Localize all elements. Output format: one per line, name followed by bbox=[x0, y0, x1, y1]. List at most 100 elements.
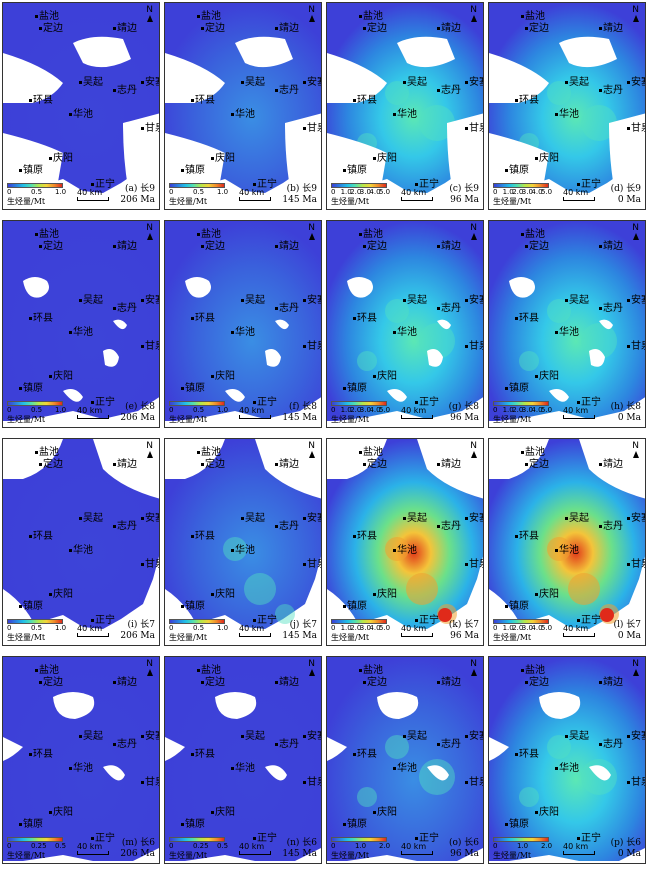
city-marker bbox=[253, 619, 256, 622]
legend-tick: 0 bbox=[169, 188, 174, 196]
panel-caption: (k) 长7 96 Ma bbox=[448, 620, 479, 641]
city-label: 靖边 bbox=[117, 241, 137, 252]
city-label: 安塞 bbox=[307, 295, 321, 306]
study-area-fill bbox=[489, 657, 645, 861]
city-label: 华池 bbox=[73, 545, 93, 556]
north-arrow-icon: N bbox=[308, 5, 315, 22]
city-marker bbox=[303, 299, 306, 302]
no-data-area bbox=[609, 113, 645, 209]
city-marker bbox=[343, 169, 346, 172]
city-marker bbox=[599, 307, 602, 310]
legend-tick: 0.5 bbox=[193, 188, 205, 196]
city-marker bbox=[359, 233, 362, 236]
city-label: 环县 bbox=[357, 749, 377, 760]
city-marker bbox=[343, 387, 346, 390]
city-label: 环县 bbox=[519, 531, 539, 542]
study-area-fill bbox=[327, 657, 483, 861]
high-value-zone bbox=[406, 573, 438, 605]
legend-tick: 1.0 bbox=[340, 406, 352, 414]
panel-caption: (a) 长9 206 Ma bbox=[120, 184, 155, 205]
legend-tick: 0.25 bbox=[31, 842, 47, 850]
city-marker bbox=[577, 619, 580, 622]
no-data-area bbox=[559, 36, 617, 68]
city-label: 华池 bbox=[559, 109, 579, 120]
city-marker bbox=[39, 681, 42, 684]
city-label: 靖边 bbox=[441, 459, 461, 470]
city-marker bbox=[275, 681, 278, 684]
color-legend: 0 0.25 0.5 生烃量/Mt bbox=[7, 837, 66, 860]
city-label: 环县 bbox=[33, 313, 53, 324]
city-label: 志丹 bbox=[279, 739, 299, 750]
city-label: 靖边 bbox=[603, 241, 623, 252]
city-label: 靖边 bbox=[117, 459, 137, 470]
legend-unit: 生烃量/Mt bbox=[331, 415, 370, 424]
legend-tick: 1.0 bbox=[502, 624, 514, 632]
city-label: 正宁 bbox=[257, 397, 277, 408]
city-marker bbox=[79, 735, 82, 738]
color-legend: 0 1.0 2.0 生烃量/Mt bbox=[493, 837, 552, 860]
hydrocarbon-generation-map bbox=[165, 657, 321, 861]
city-label: 华池 bbox=[559, 327, 579, 338]
scale-bar: 40 km bbox=[563, 624, 595, 637]
city-marker bbox=[303, 563, 306, 566]
city-marker bbox=[197, 15, 200, 18]
city-marker bbox=[505, 387, 508, 390]
city-marker bbox=[353, 535, 356, 538]
city-marker bbox=[363, 681, 366, 684]
city-label: 环县 bbox=[195, 531, 215, 542]
legend-tick: 1.0 bbox=[55, 624, 67, 632]
legend-tick: 0.5 bbox=[193, 624, 205, 632]
no-data-area bbox=[447, 113, 483, 209]
city-marker bbox=[141, 517, 144, 520]
no-data-area bbox=[509, 277, 535, 298]
city-label: 安塞 bbox=[631, 295, 645, 306]
high-value-zone bbox=[385, 81, 409, 105]
legend-unit: 生烃量/Mt bbox=[7, 197, 46, 206]
city-label: 庆阳 bbox=[215, 589, 235, 600]
city-label: 甘泉 bbox=[145, 777, 159, 788]
city-label: 盐池 bbox=[363, 11, 383, 22]
city-marker bbox=[525, 463, 528, 466]
city-marker bbox=[141, 299, 144, 302]
city-marker bbox=[353, 99, 356, 102]
legend-unit: 生烃量/Mt bbox=[169, 415, 208, 424]
city-label: 环县 bbox=[33, 749, 53, 760]
city-marker bbox=[29, 535, 32, 538]
no-data-area bbox=[73, 36, 131, 68]
city-marker bbox=[627, 81, 630, 84]
city-marker bbox=[69, 331, 72, 334]
legend-tick: 2.0 bbox=[512, 188, 524, 196]
city-label: 靖边 bbox=[279, 241, 299, 252]
city-marker bbox=[275, 743, 278, 746]
legend-tick: 4.0 bbox=[369, 624, 381, 632]
legend-tick: 1.0 bbox=[502, 188, 514, 196]
legend-tick: 5.0 bbox=[541, 406, 553, 414]
no-data-area bbox=[3, 737, 23, 761]
legend-tick: 0 bbox=[493, 406, 498, 414]
no-data-area bbox=[165, 589, 205, 645]
color-ramp bbox=[493, 401, 549, 406]
legend-tick: 2.0 bbox=[512, 406, 524, 414]
city-label: 盐池 bbox=[363, 229, 383, 240]
scale-bar: 40 km bbox=[563, 406, 595, 419]
city-marker bbox=[627, 563, 630, 566]
panel-caption: (h) 长8 0 Ma bbox=[610, 402, 641, 423]
hydrocarbon-generation-map bbox=[327, 3, 483, 209]
high-value-zone bbox=[547, 537, 571, 561]
city-label: 定边 bbox=[367, 459, 387, 470]
city-marker bbox=[437, 463, 440, 466]
color-ramp bbox=[493, 837, 549, 842]
legend-tick: 0 bbox=[7, 624, 12, 632]
city-marker bbox=[627, 127, 630, 130]
legend-unit: 生烃量/Mt bbox=[493, 197, 532, 206]
no-data-area bbox=[165, 737, 185, 761]
legend-tick: 4.0 bbox=[369, 406, 381, 414]
city-label: 安塞 bbox=[307, 77, 321, 88]
city-label: 定边 bbox=[205, 677, 225, 688]
city-label: 盐池 bbox=[201, 447, 221, 458]
legend-tick: 0 bbox=[493, 188, 498, 196]
study-area-fill bbox=[3, 221, 159, 421]
city-label: 靖边 bbox=[603, 459, 623, 470]
color-legend: 0 0.5 1.0 生烃量/Mt bbox=[7, 401, 66, 424]
